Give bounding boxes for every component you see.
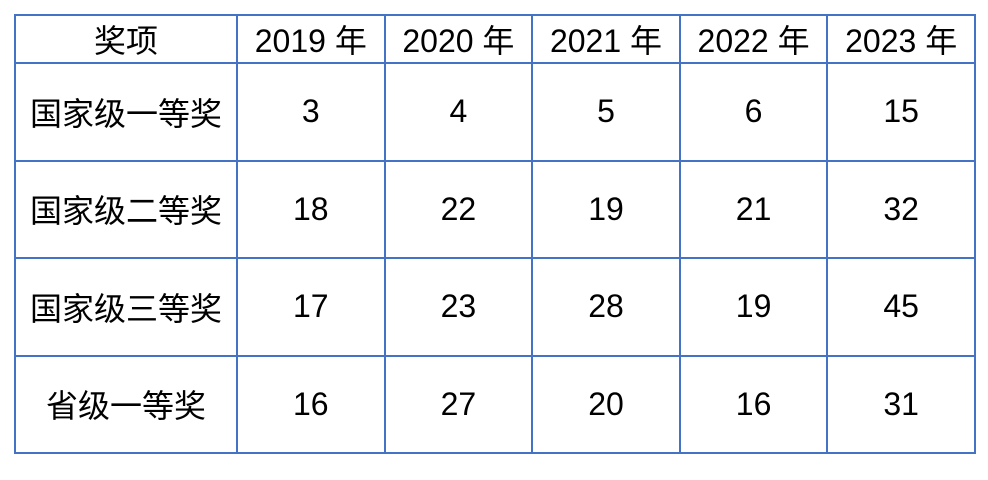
- value-cell: 21: [678, 159, 829, 259]
- header-cell-2023: 2023 年: [826, 14, 976, 64]
- header-cell-2019: 2019 年: [236, 14, 386, 64]
- table-row: 国家级三等奖 17 23 28 19 45: [14, 257, 976, 357]
- value-cell: 32: [826, 159, 976, 259]
- row-label-national-second: 国家级二等奖: [14, 159, 238, 259]
- value-cell: 5: [531, 62, 681, 162]
- value-cell: 28: [531, 257, 681, 357]
- value-cell: 18: [236, 159, 386, 259]
- row-label-national-first: 国家级一等奖: [14, 62, 238, 162]
- value-cell: 19: [531, 159, 681, 259]
- header-cell-2021: 2021 年: [531, 14, 681, 64]
- value-cell: 19: [678, 257, 829, 357]
- value-cell: 20: [531, 354, 681, 454]
- value-cell: 22: [383, 159, 534, 259]
- header-row: 奖项 2019 年 2020 年 2021 年 2022 年 2023 年: [14, 14, 976, 64]
- value-cell: 27: [383, 354, 534, 454]
- value-cell: 6: [678, 62, 829, 162]
- table-row: 省级一等奖 16 27 20 16 31: [14, 354, 976, 454]
- row-label-provincial-first: 省级一等奖: [14, 354, 238, 454]
- value-cell: 4: [383, 62, 534, 162]
- table-row: 国家级二等奖 18 22 19 21 32: [14, 159, 976, 259]
- value-cell: 45: [826, 257, 976, 357]
- value-cell: 17: [236, 257, 386, 357]
- value-cell: 31: [826, 354, 976, 454]
- table-row: 国家级一等奖 3 4 5 6 15: [14, 62, 976, 162]
- header-cell-2020: 2020 年: [383, 14, 534, 64]
- value-cell: 16: [678, 354, 829, 454]
- value-cell: 3: [236, 62, 386, 162]
- value-cell: 23: [383, 257, 534, 357]
- header-cell-2022: 2022 年: [678, 14, 829, 64]
- awards-table: 奖项 2019 年 2020 年 2021 年 2022 年 2023 年 国家…: [14, 14, 976, 454]
- value-cell: 15: [826, 62, 976, 162]
- header-cell-award: 奖项: [14, 14, 238, 64]
- row-label-national-third: 国家级三等奖: [14, 257, 238, 357]
- value-cell: 16: [236, 354, 386, 454]
